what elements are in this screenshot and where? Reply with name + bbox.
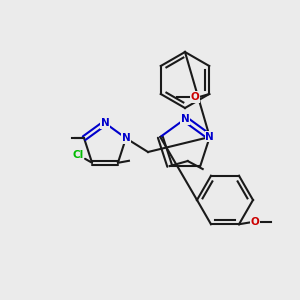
Text: O: O [250,217,260,227]
Text: N: N [122,133,130,143]
Text: Cl: Cl [72,150,84,160]
Text: N: N [206,132,214,142]
Text: N: N [100,118,109,128]
Text: N: N [181,114,189,124]
Text: O: O [191,92,200,102]
